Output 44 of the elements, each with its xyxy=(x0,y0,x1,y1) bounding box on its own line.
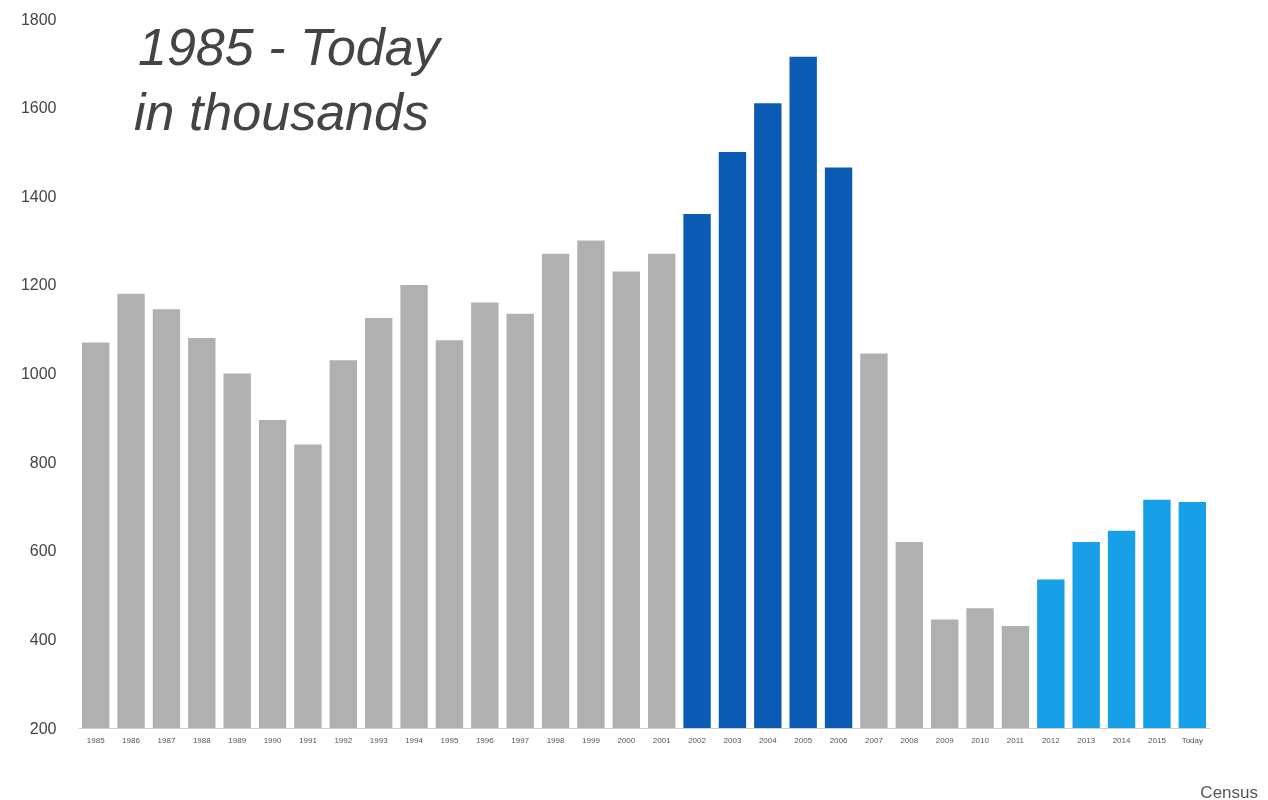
y-tick-label: 600 xyxy=(29,542,57,560)
x-tick-label: 2007 xyxy=(865,735,884,745)
chart-title: 1985 - Today xyxy=(138,18,443,76)
x-tick-label: 2013 xyxy=(1077,735,1096,745)
x-tick-label: 1989 xyxy=(228,735,247,745)
x-tick-label: 1988 xyxy=(192,735,212,745)
y-tick-label: 200 xyxy=(29,719,57,737)
y-tick-label: 400 xyxy=(29,630,57,648)
x-tick-label: 1997 xyxy=(511,735,530,745)
x-tick-label: 2008 xyxy=(900,735,919,745)
x-tick-label: 1993 xyxy=(369,735,389,745)
x-tick-label: 2006 xyxy=(829,735,849,745)
x-tick-label: 1996 xyxy=(475,735,495,745)
x-tick-label: 1994 xyxy=(405,735,424,745)
x-tick-label: 1990 xyxy=(263,735,283,745)
x-tick-label: 2005 xyxy=(794,735,813,745)
x-tick-label: 2003 xyxy=(723,735,742,745)
y-tick-label: 800 xyxy=(29,453,57,471)
y-tick-label: 1200 xyxy=(20,276,57,294)
text: Census xyxy=(1200,783,1258,800)
x-tick-label: 1991 xyxy=(299,735,318,745)
x-tick-label: 2012 xyxy=(1041,735,1061,745)
x-tick-label: 2000 xyxy=(617,735,636,745)
y-tick-label: 1800 xyxy=(20,10,57,28)
x-tick-label: 2011 xyxy=(1006,735,1025,745)
x-tick-label: 2014 xyxy=(1112,735,1132,745)
text: in thousands xyxy=(134,83,429,141)
x-tick-label: 1985 xyxy=(86,735,106,745)
x-tick-label: 2015 xyxy=(1148,735,1167,745)
x-tick-label: 2004 xyxy=(758,735,778,745)
x-tick-label: 1998 xyxy=(546,735,566,745)
y-tick-label: 1600 xyxy=(20,99,57,117)
x-tick-label: 2009 xyxy=(935,735,955,745)
y-tick-label: 1400 xyxy=(20,187,57,205)
x-tick-label: 1987 xyxy=(157,735,176,745)
x-tick-label: 2001 xyxy=(652,735,672,745)
x-tick-label: 1986 xyxy=(122,735,141,745)
x-tick-label: 1999 xyxy=(582,735,601,745)
x-tick-label: 2002 xyxy=(688,735,707,745)
x-tick-label: 1995 xyxy=(440,735,459,745)
x-tick-label: Today xyxy=(1181,735,1203,745)
y-tick-label: 1000 xyxy=(20,365,57,382)
x-tick-label: 2010 xyxy=(971,735,990,745)
x-tick-label: 1992 xyxy=(334,735,353,745)
